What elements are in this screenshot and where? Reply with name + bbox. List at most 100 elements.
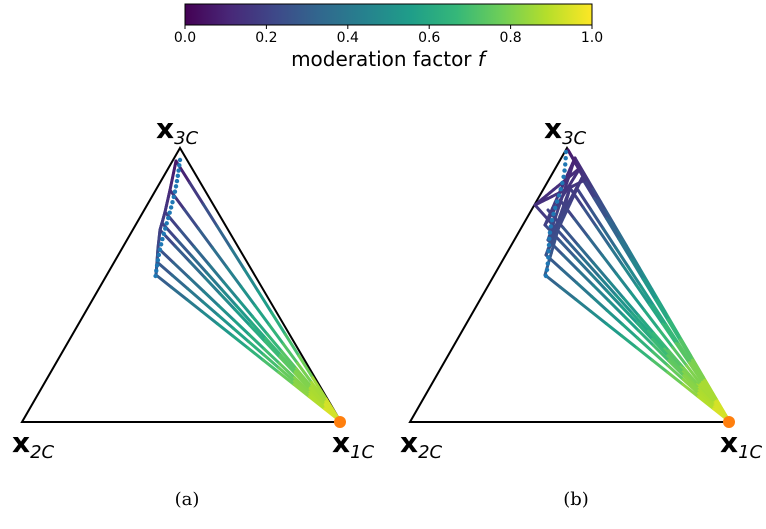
trajectory-dot xyxy=(563,156,568,161)
trajectory-segment xyxy=(582,257,602,279)
trajectory-segment xyxy=(574,256,593,276)
trajectory-segment xyxy=(294,370,312,390)
trajectory-segment xyxy=(592,196,608,220)
vertex-label-right: x1C xyxy=(720,426,763,463)
trajectory-segment xyxy=(261,358,281,374)
simplex-triangle xyxy=(20,146,343,423)
trajectory-segment xyxy=(667,349,686,370)
trajectory-segment xyxy=(650,337,670,358)
trajectory-segment xyxy=(558,239,578,260)
trajectory-segment xyxy=(671,345,689,368)
trajectory-segment xyxy=(558,285,578,301)
trajectory-segment xyxy=(154,273,173,289)
trajectory-dot xyxy=(549,218,555,223)
trajectory-segment xyxy=(221,280,240,301)
trajectory-segment xyxy=(263,339,282,359)
trajectory-segment xyxy=(589,310,608,326)
trajectory-segment xyxy=(601,227,618,250)
colorbar-tick-label: 0.2 xyxy=(255,30,277,46)
trajectory-segment xyxy=(277,366,296,383)
trajectory-segment xyxy=(168,188,186,211)
trajectory-dot xyxy=(163,226,168,231)
trajectory-segment xyxy=(308,386,327,406)
trajectory-segment xyxy=(636,336,655,354)
colorbar-tick-label: 1.0 xyxy=(581,30,603,46)
colorbar-label: moderation factor f xyxy=(291,47,488,71)
trajectory-segment xyxy=(630,311,650,333)
trajectory-segment xyxy=(246,346,265,362)
trajectory-segment xyxy=(311,376,328,401)
trajectory-segment xyxy=(277,361,296,380)
trajectory-segment xyxy=(651,350,670,368)
trajectory-segment xyxy=(666,354,685,374)
trajectory-segment xyxy=(606,298,625,317)
trajectory-dot xyxy=(167,210,172,215)
trajectory-segment xyxy=(666,318,682,342)
trajectory-dots xyxy=(153,157,183,279)
colorbar-tick-label: 0.0 xyxy=(174,30,196,46)
trajectory-segment xyxy=(667,359,686,378)
trajectory-lines xyxy=(154,159,342,423)
colorbar-gradient xyxy=(184,3,593,26)
trajectory-segment xyxy=(242,267,260,293)
trajectory-segment xyxy=(576,268,595,287)
trajectory-dot xyxy=(547,230,553,235)
trajectory-segment xyxy=(643,309,661,331)
trajectory-segment xyxy=(628,290,646,312)
trajectory-segment xyxy=(652,344,671,363)
trajectory-segment xyxy=(648,303,665,326)
trajectory-dot xyxy=(563,162,568,167)
vertex-label-left: x2C xyxy=(400,426,443,463)
trajectory-segment xyxy=(231,334,250,350)
trajectory-segment xyxy=(635,346,654,362)
panel-a: x3C x2C x1C (a) xyxy=(12,112,375,510)
trajectory-segment xyxy=(666,364,685,381)
trajectory-dot xyxy=(158,242,164,247)
trajectory-segment xyxy=(629,257,645,281)
trajectory-segment xyxy=(652,304,668,327)
trajectory-segment xyxy=(701,380,718,404)
trajectory-dot xyxy=(153,273,158,279)
trajectory-segment xyxy=(600,253,618,276)
trajectory-segment xyxy=(173,244,192,264)
trajectory-dot xyxy=(560,180,565,186)
trajectory-segment xyxy=(278,355,297,375)
trajectory-dot xyxy=(543,273,549,279)
trajectory-dot xyxy=(170,199,175,205)
colorbar-tick-label: 0.8 xyxy=(499,30,521,46)
trajectory-segment xyxy=(620,305,639,325)
colorbar-tick-label: 0.6 xyxy=(418,30,440,46)
trajectory-segment xyxy=(218,292,237,312)
trajectory-dot xyxy=(548,224,554,229)
panel-caption: (b) xyxy=(563,489,589,510)
trajectory-dot xyxy=(172,189,178,194)
trajectory-segment xyxy=(620,322,639,340)
trajectory-segment xyxy=(200,310,219,326)
trajectory-segment xyxy=(280,349,298,371)
trajectory-segment xyxy=(589,272,608,292)
trajectory-segment xyxy=(575,281,594,298)
trajectory-dot xyxy=(551,211,556,217)
trajectory-segment xyxy=(251,315,269,336)
trajectory-dot xyxy=(168,205,174,210)
trajectory-segment xyxy=(674,341,691,365)
trajectory-dot xyxy=(154,263,160,268)
trajectory-segment xyxy=(652,331,671,353)
trajectory-segment xyxy=(216,313,235,330)
vertex-label-right: x1C xyxy=(332,426,375,463)
trajectory-segment xyxy=(578,166,594,191)
trajectory-segment xyxy=(182,207,200,230)
trajectory-segment xyxy=(262,347,281,365)
trajectory-segment xyxy=(196,227,214,250)
trajectory-segment xyxy=(606,278,625,300)
trajectory-segment xyxy=(239,284,257,307)
trajectory-segment xyxy=(561,226,580,247)
trajectory-segment xyxy=(279,353,297,373)
trajectory-segment xyxy=(171,260,190,279)
trajectory-segment xyxy=(215,322,235,338)
trajectory-segment xyxy=(697,391,716,409)
trajectory-segment xyxy=(247,333,266,351)
trajectory-dot xyxy=(155,257,161,263)
trajectory-segment xyxy=(233,308,252,327)
